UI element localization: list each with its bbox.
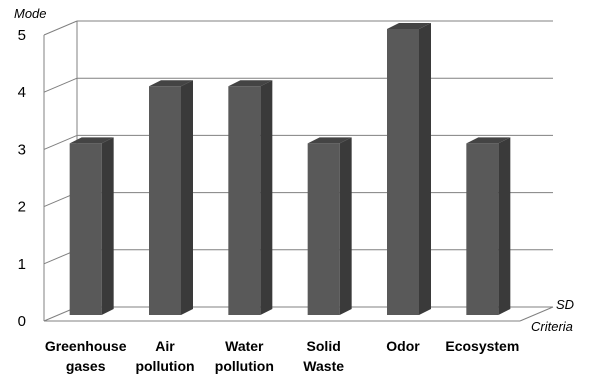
bar-front <box>69 143 102 315</box>
x-tick-label: Air pollution <box>135 338 194 374</box>
depth-axis-title: SD <box>556 297 574 312</box>
x-tick-label: Greenhouse gases <box>45 338 127 374</box>
bar-front <box>228 86 261 315</box>
x-axis-title: Criteria <box>531 319 573 334</box>
bar-side <box>181 80 193 315</box>
bar-front <box>149 86 181 315</box>
bar <box>466 137 511 315</box>
bar-top <box>69 137 114 144</box>
y-tick-label: 0 <box>18 313 26 330</box>
gridline-side <box>43 134 78 150</box>
y-axis-title: Mode <box>14 6 47 21</box>
x-tick-label: Water pollution <box>215 338 274 374</box>
gridline-side <box>43 20 78 36</box>
floor-right-edge <box>519 306 554 322</box>
bar-top <box>307 137 352 144</box>
y-tick-labels: 0 1 2 3 4 5 <box>18 27 26 330</box>
bar-top <box>228 80 273 87</box>
y-tick-label: 1 <box>18 256 26 273</box>
bar-front <box>466 143 499 315</box>
bar <box>149 80 193 315</box>
bar-side <box>498 137 511 315</box>
bar-side <box>339 137 352 315</box>
bar-front <box>307 143 340 315</box>
bar <box>228 80 273 315</box>
x-tick-label: Odor <box>386 338 420 354</box>
y-tick-label: 3 <box>18 141 26 158</box>
bar <box>69 137 114 315</box>
bar-front <box>387 29 419 315</box>
bars-layer <box>69 23 511 315</box>
y-tick-label: 5 <box>18 27 26 44</box>
bar-side <box>101 137 114 315</box>
bar <box>307 137 352 315</box>
gridline-side <box>43 77 78 93</box>
bar-side <box>260 80 273 315</box>
bar-top <box>387 23 431 29</box>
bar-side <box>419 23 431 315</box>
bar <box>387 23 431 315</box>
bar-top <box>149 80 193 87</box>
y-tick-label: 4 <box>18 84 26 101</box>
y-tick-label: 2 <box>18 199 26 216</box>
x-tick-label: Solid Waste <box>303 338 344 374</box>
x-tick-label: Ecosystem <box>445 338 519 354</box>
bar-top <box>466 137 511 144</box>
